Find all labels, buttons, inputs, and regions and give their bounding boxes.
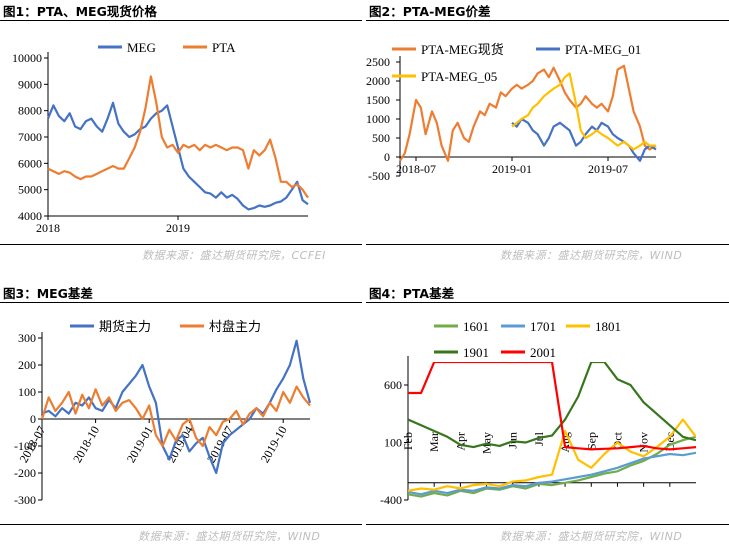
legend-label: PTA [212,40,236,55]
legend-label: 1901 [463,345,489,360]
series-line-5 [408,362,696,451]
source-note-4: 数据来源：盛达期货研究院，WIND [500,530,683,543]
legend-label: PTA-MEG_01 [565,42,641,57]
chart-meg-pta-spot-price: 4000 5000 6000 7000 8000 9000 10000 2018 2019 MEG… [12,40,309,235]
legend-label: 1801 [595,319,621,334]
title-divider-1 [0,20,362,21]
series-line-1 [399,64,657,162]
legend-label: 村盘主力 [209,319,261,334]
source-note-2: 数据来源：盛达期货研究院，WIND [500,249,683,262]
legend-label: 2001 [530,345,556,360]
y-tick-label: 6000 [18,156,42,170]
legend-label: 1701 [530,319,556,334]
y-tick-label: 600 [384,378,402,392]
y-tick-label: -200 [14,466,36,480]
title-divider-3 [0,302,362,303]
title-divider-4 [366,302,729,303]
x-tick-label: 2019 [166,221,190,235]
series-line-3 [511,72,656,151]
legend-label: MEG [127,40,156,55]
x-tick-label: Sep [584,432,598,450]
x-tick-label: 2019-01 [124,424,156,466]
y-tick-label: 200 [18,358,36,372]
series-line-2 [40,385,311,448]
source-divider-2 [366,244,729,245]
y-tick-label: 2000 [366,74,390,88]
source-divider-4 [366,524,729,525]
y-tick-label: 100 [18,385,36,399]
y-tick-label: 7000 [18,130,42,144]
x-tick-label: 2018-07 [396,162,436,176]
chart-pta-meg-spread: -500 0 500 1000 1500 2000 2500 2018-07 2019-01 20… [366,42,657,183]
y-tick-label: -300 [14,493,36,507]
y-tick-label: -400 [380,493,402,507]
y-tick-label: 500 [372,131,390,145]
y-tick-label: 0 [30,412,36,426]
chart-title-2: 图2：PTA-MEG价差 [369,4,491,19]
x-tick-label: 2019-01 [492,162,532,176]
legend-label: 期货主力 [99,319,151,334]
x-tick-label: 2019-07 [588,162,628,176]
x-tick-label: 2018 [36,221,60,235]
chart-title-4: 图4：PTA基差 [369,286,455,301]
x-tick-label: 2019-10 [258,424,290,466]
legend-label: PTA-MEG_05 [421,69,497,84]
title-divider-2 [366,20,729,21]
y-tick-label: 10000 [12,51,42,65]
y-tick-label: 300 [18,331,36,345]
legend-label: PTA-MEG现货 [421,42,504,57]
y-tick-label: 100 [384,436,402,450]
y-tick-label: -500 [368,169,390,183]
series-line-2 [408,451,696,496]
x-tick-label: 2018-10 [70,424,102,466]
x-tick-label: Feb [401,432,415,450]
y-tick-label: 9000 [18,77,42,91]
series-line-2 [511,117,657,162]
y-tick-label: 5000 [18,183,42,197]
y-tick-label: 4000 [18,209,42,223]
y-tick-label: 1000 [366,112,390,126]
series-line-1 [46,101,309,211]
series-line-3 [408,418,696,492]
y-tick-label: 2500 [366,55,390,69]
source-note-1: 数据来源：盛达期货研究院，CCFEI [142,249,326,262]
chart-title-1: 图1：PTA、MEG现货价格 [3,4,157,19]
y-tick-label: 1500 [366,93,390,107]
y-tick-label: -100 [14,439,36,453]
series-line-2 [47,75,309,199]
plot-area [408,362,696,498]
series-line-4 [408,362,696,449]
y-tick-label: 8000 [18,104,42,118]
source-note-3: 数据来源：盛达期货研究院，WIND [138,530,321,543]
x-tick-label: Nov [637,432,651,453]
source-divider-1 [0,244,362,245]
legend-label: 1601 [463,319,489,334]
y-tick-label: 0 [384,150,390,164]
chart-title-3: 图3：MEG基差 [3,286,93,301]
x-tick-label: Mar [427,432,441,452]
source-divider-3 [0,524,362,525]
